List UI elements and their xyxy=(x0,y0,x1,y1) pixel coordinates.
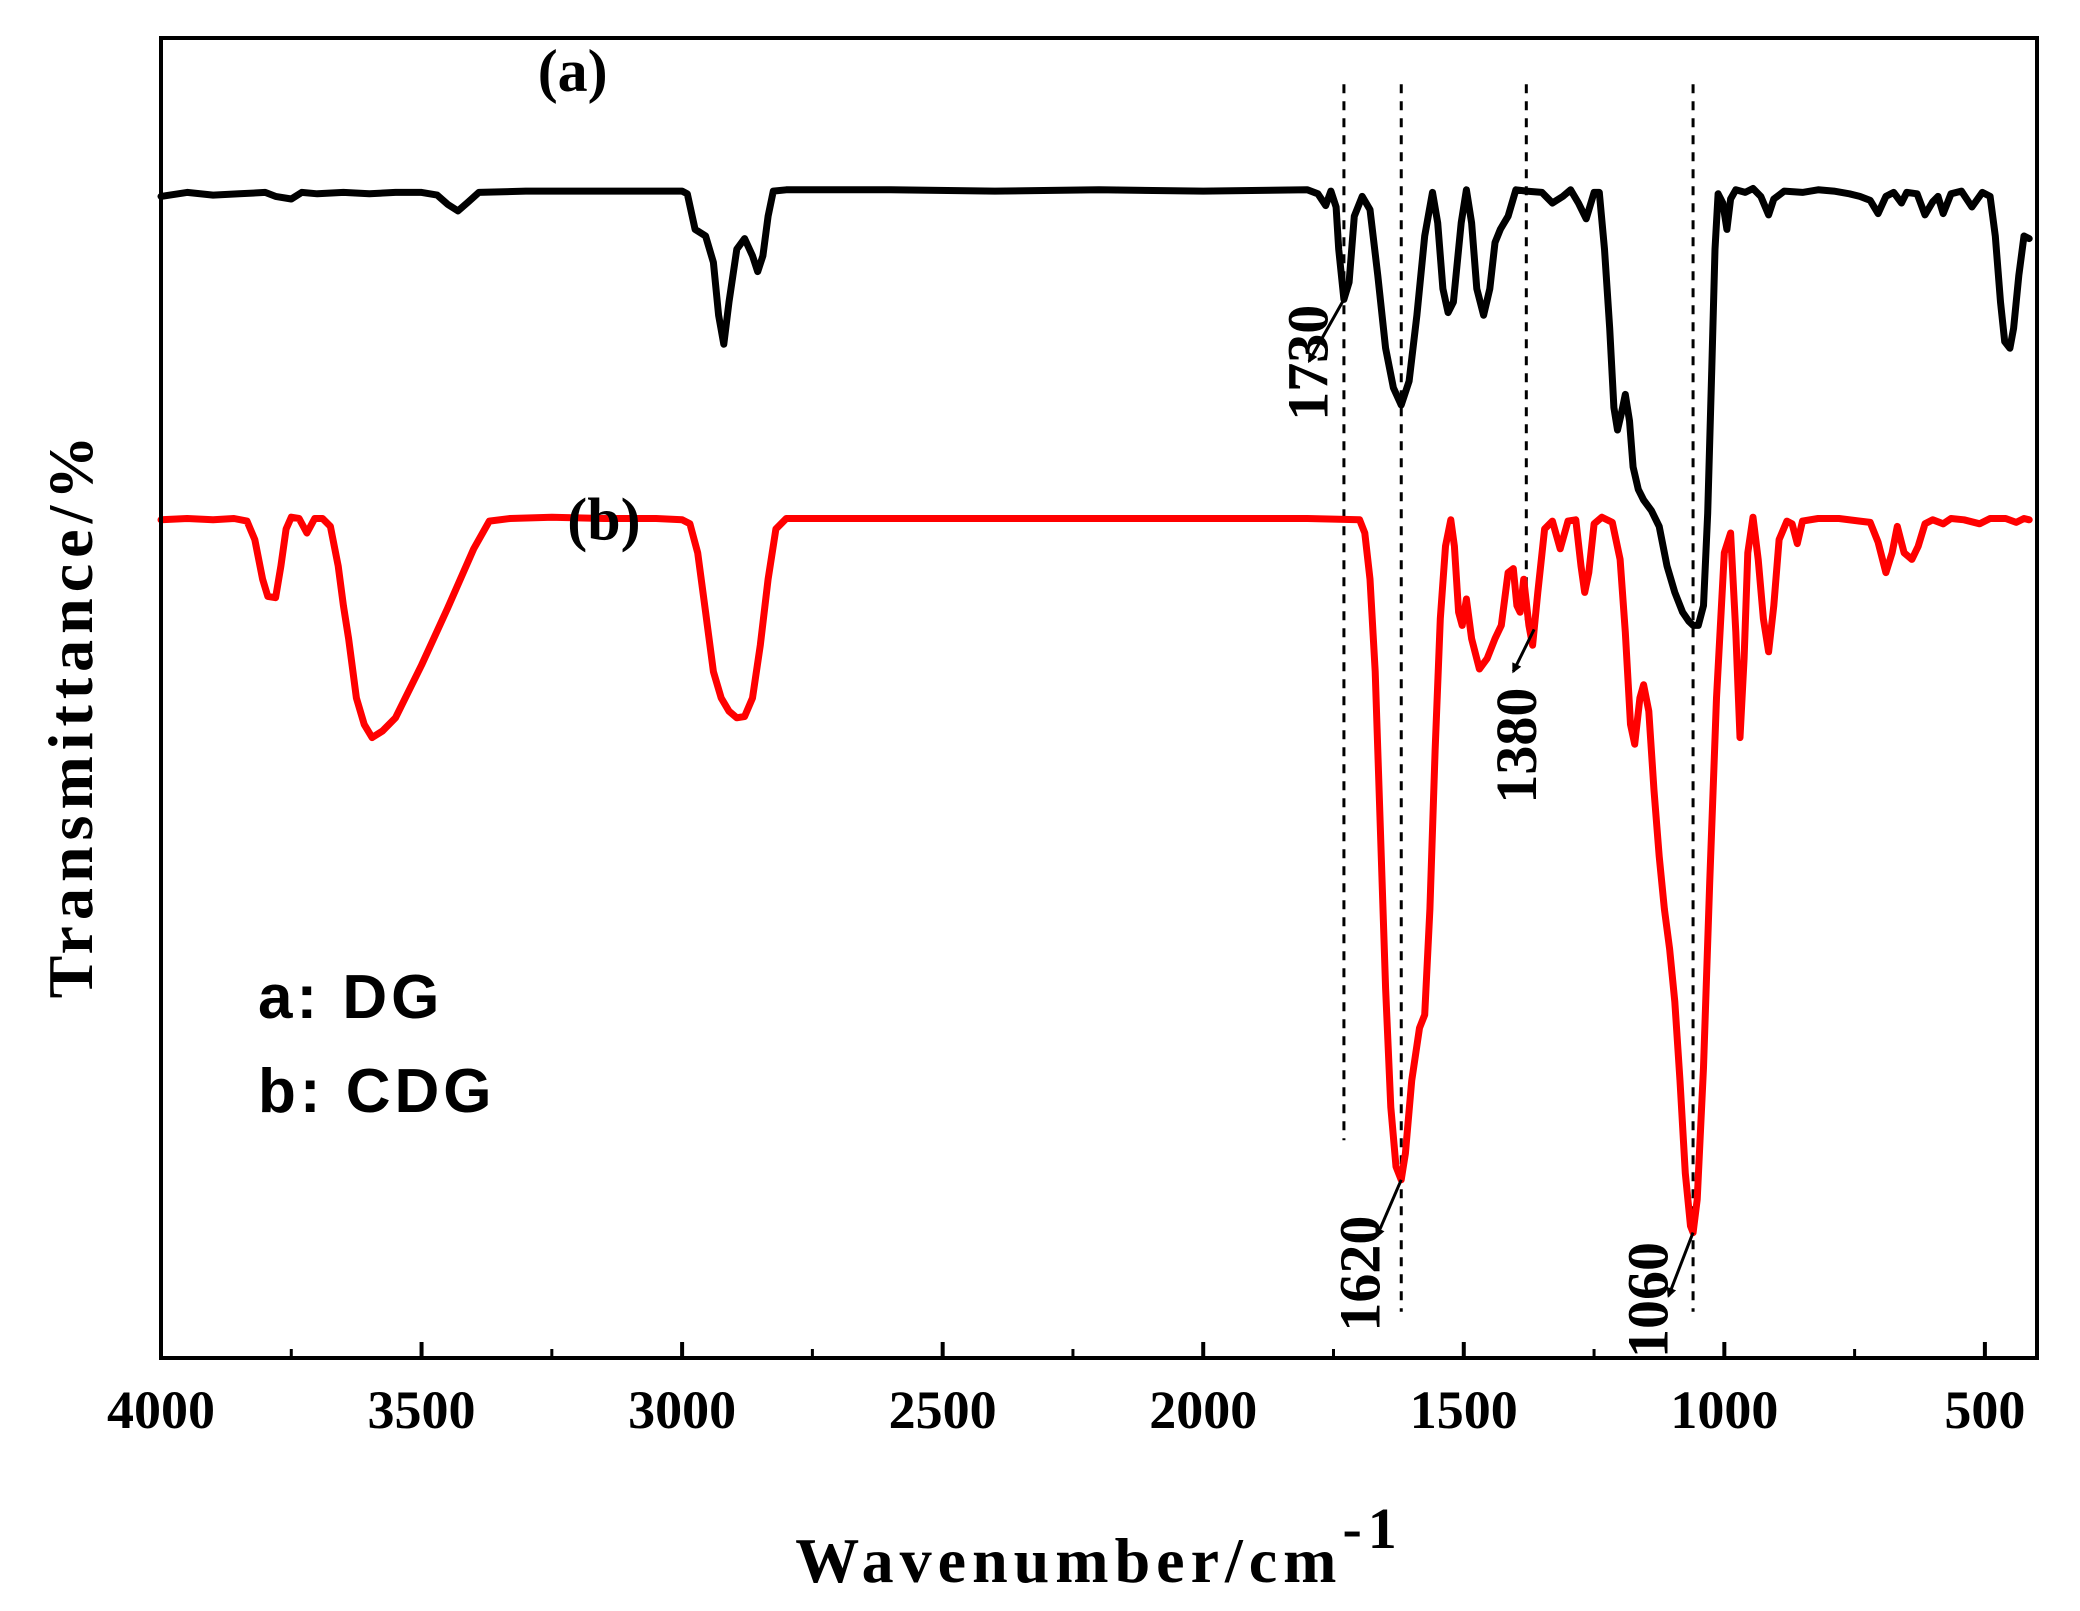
series-layer xyxy=(157,185,2033,1237)
x-tick-label-1500: 1500 xyxy=(1410,1380,1518,1440)
peak-arrow-1380 xyxy=(1511,628,1536,674)
legend-entry-b: b: CDG xyxy=(258,1057,496,1126)
peak-label-1060: 1060 xyxy=(1616,1242,1681,1358)
x-tick-label-2000: 2000 xyxy=(1149,1380,1257,1440)
peak-annotations: 1730 1620 1380 1060 xyxy=(1275,298,1695,1358)
peak-arrow-1060 xyxy=(1666,1232,1695,1298)
peak-label-1380: 1380 xyxy=(1484,688,1549,804)
curve-label-b: (b) xyxy=(567,487,640,553)
peak-arrow-1730 xyxy=(1307,298,1346,364)
legend: a: DG b: CDG xyxy=(258,963,496,1126)
y-axis-title: Transmittance/% xyxy=(35,430,106,999)
peak-label-1620: 1620 xyxy=(1328,1216,1393,1332)
x-tick-label-500: 500 xyxy=(1944,1380,2025,1440)
x-axis-ticks: 4000 3500 3000 2500 2000 1500 1000 500 xyxy=(107,1342,2025,1440)
curve-label-a: (a) xyxy=(538,38,608,104)
peak-arrow-1620 xyxy=(1375,1179,1403,1239)
x-tick-label-3500: 3500 xyxy=(368,1380,476,1440)
series-line-a xyxy=(157,185,2033,629)
x-tick-label-4000: 4000 xyxy=(107,1380,215,1440)
x-tick-label-2500: 2500 xyxy=(889,1380,997,1440)
curve-labels: (a) (b) xyxy=(538,38,641,553)
reference-lines xyxy=(1342,84,1695,1312)
legend-entry-a: a: DG xyxy=(258,963,443,1032)
peak-label-1730: 1730 xyxy=(1275,305,1340,421)
x-axis-title: Wavenumber/cm-1 xyxy=(795,1496,1403,1596)
plot-frame xyxy=(159,36,2039,1360)
series-line-b xyxy=(157,513,2033,1237)
x-tick-label-1000: 1000 xyxy=(1670,1380,1778,1440)
x-axis-title-superscript: -1 xyxy=(1342,1496,1402,1561)
x-tick-label-3000: 3000 xyxy=(628,1380,736,1440)
